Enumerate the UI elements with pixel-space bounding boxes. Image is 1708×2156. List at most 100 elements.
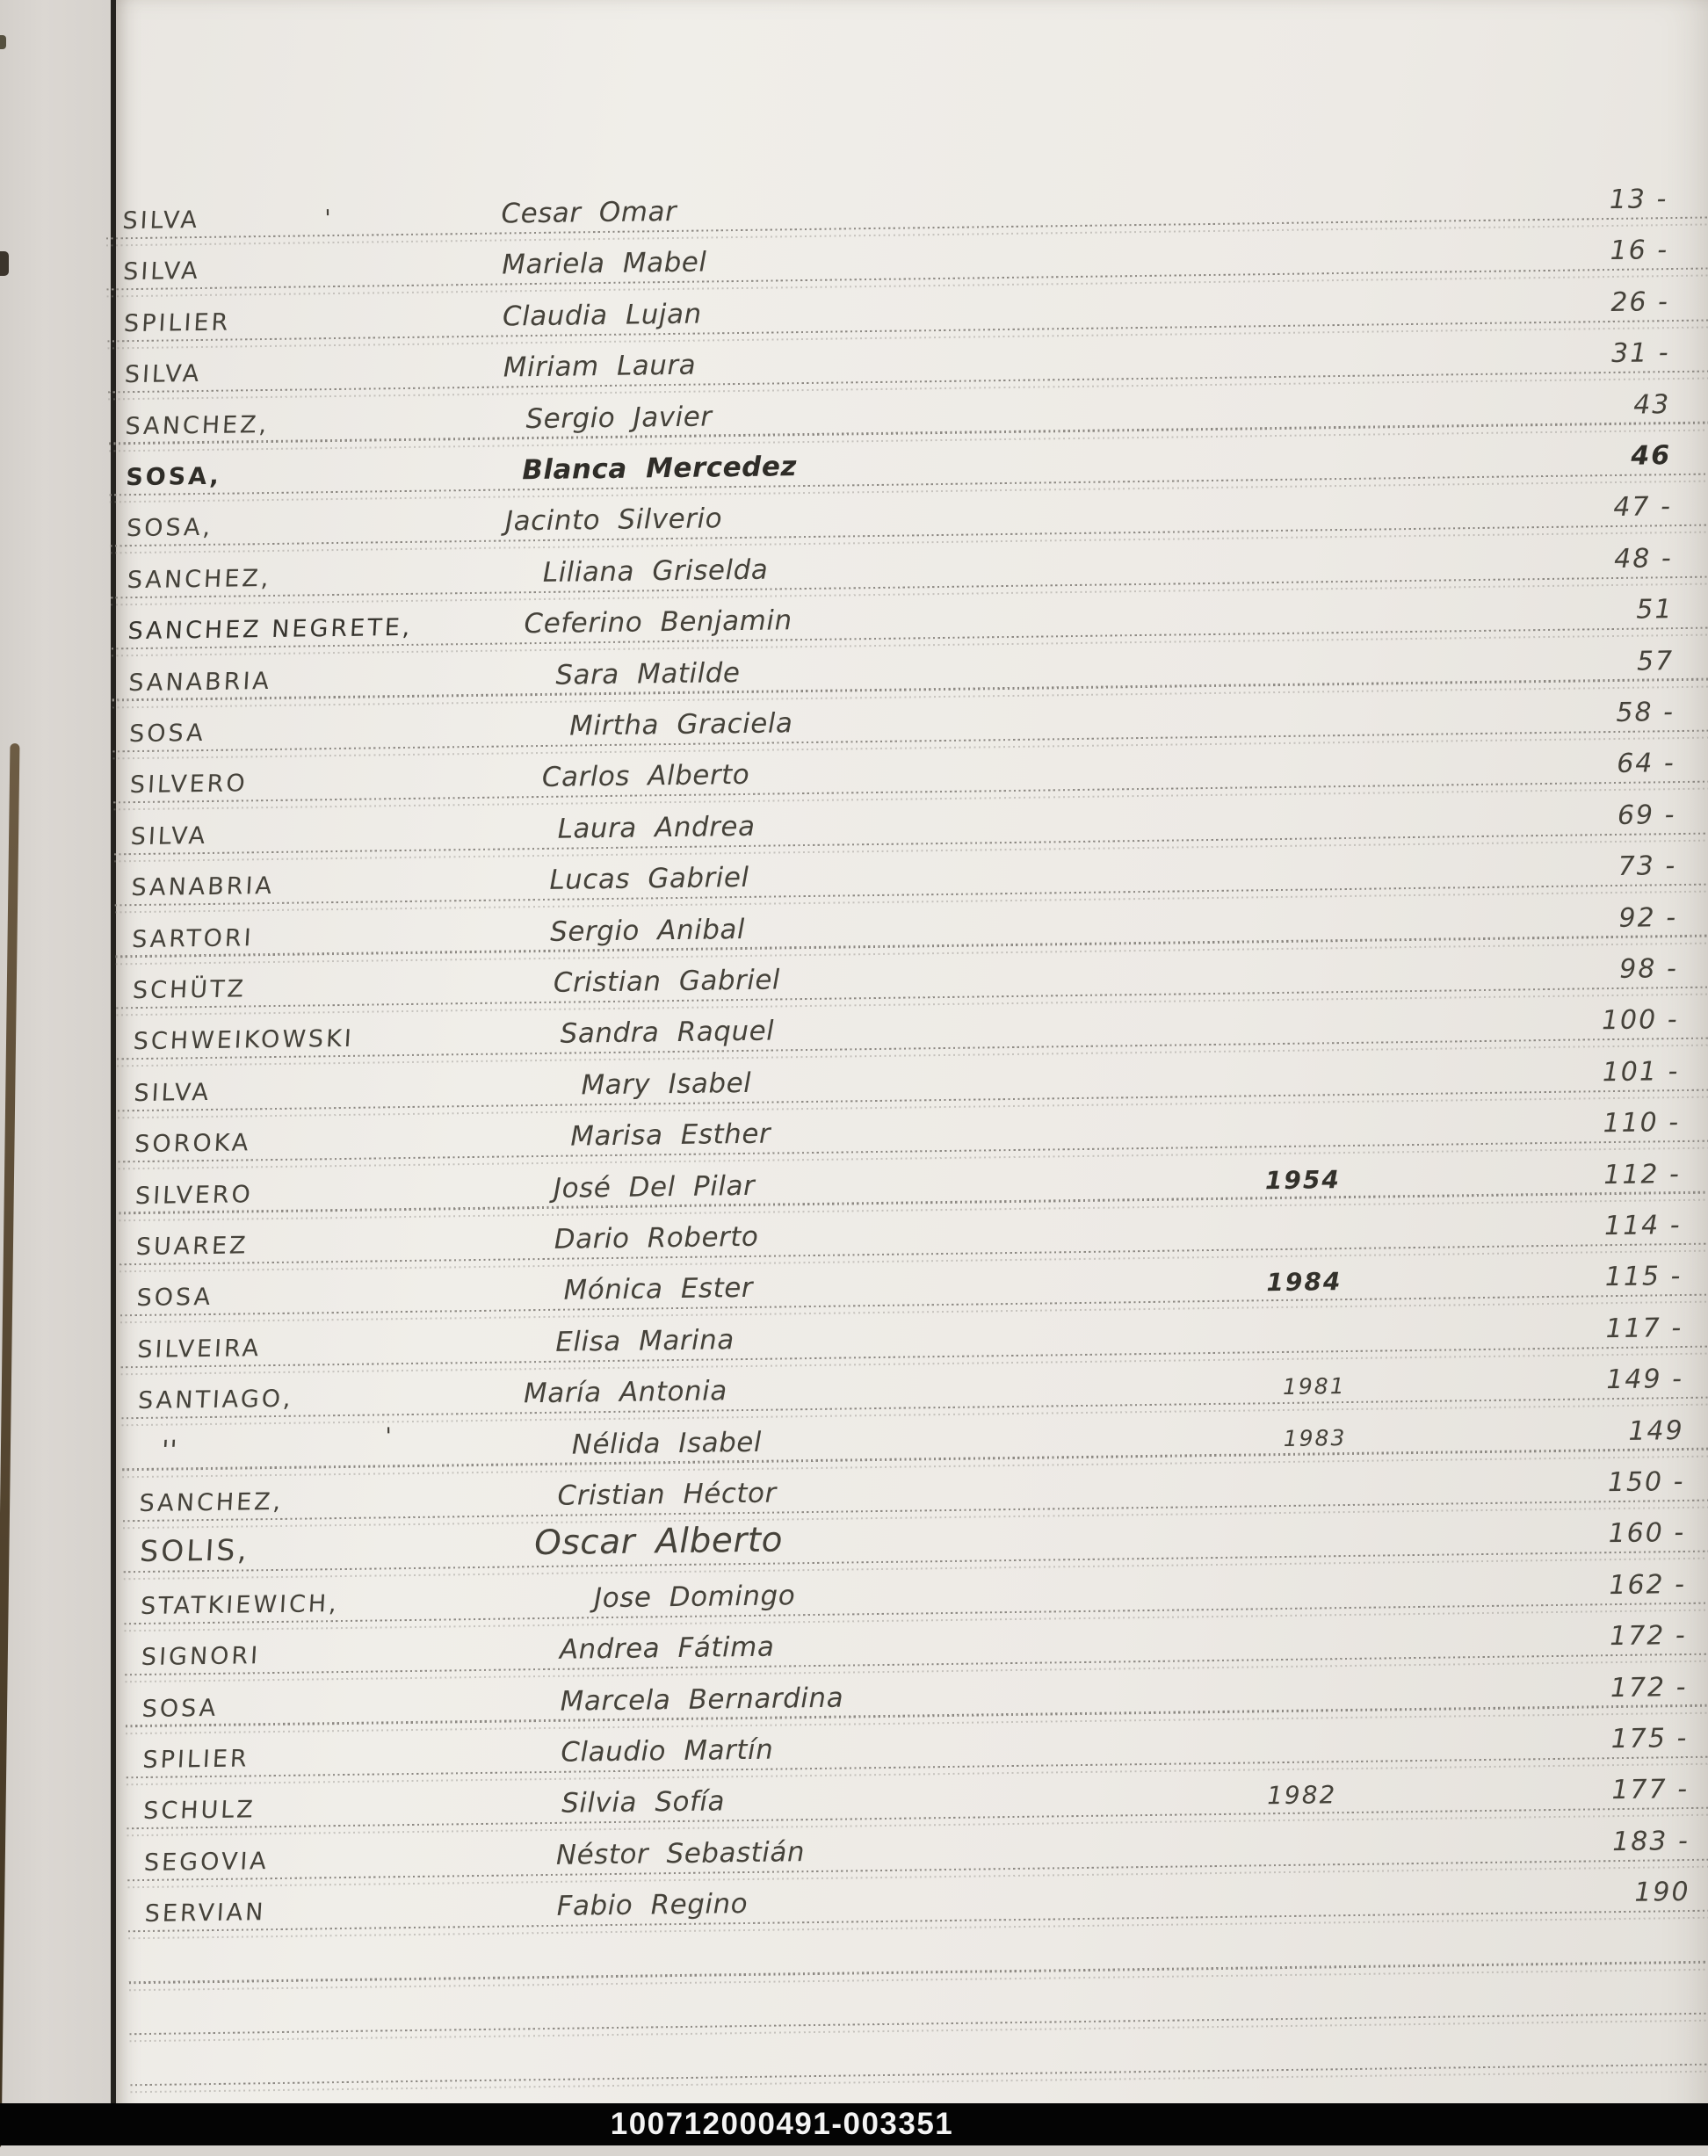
given-names-cell: Mirtha Graciela bbox=[568, 707, 793, 742]
surname-cell: SOSA bbox=[128, 719, 206, 749]
surname-cell: SARTORI bbox=[131, 923, 255, 953]
page-number-cell: 51 bbox=[1636, 594, 1674, 626]
given-names-cell: Miriam Laura bbox=[503, 349, 697, 384]
page-number-cell: 64 - bbox=[1616, 748, 1675, 780]
page-number-cell: 43 bbox=[1632, 388, 1671, 421]
scan-id-caption: 100712000491-003351 bbox=[610, 2107, 954, 2141]
surname-cell: SANABRIA bbox=[130, 872, 275, 902]
surname-cell: SCHULZ bbox=[142, 1796, 257, 1826]
surname-cell: SOLIS, bbox=[139, 1532, 250, 1569]
surname-cell: SANTIAGO, bbox=[137, 1385, 294, 1415]
given-names-cell: Claudio Martín bbox=[561, 1733, 774, 1769]
page-number-cell: 115 - bbox=[1604, 1261, 1683, 1293]
surname-cell: SOSA, bbox=[126, 514, 214, 543]
scan-footer-bar: 100712000491-003351 bbox=[0, 2103, 1708, 2145]
edge-mark bbox=[0, 251, 9, 276]
page-number-cell: 149 - bbox=[1606, 1364, 1684, 1396]
surname-cell: SEGOVIA bbox=[143, 1847, 270, 1877]
page-number-cell: 69 - bbox=[1617, 799, 1676, 831]
surname-cell: '' bbox=[160, 1435, 179, 1466]
surname-cell: SILVA bbox=[123, 360, 203, 389]
page-number-cell: 162 - bbox=[1609, 1568, 1687, 1601]
page-spine-line bbox=[111, 0, 116, 2145]
page-number-cell: 73 - bbox=[1618, 850, 1677, 883]
given-names-cell: Laura Andrea bbox=[557, 810, 756, 845]
page-edge-streak bbox=[0, 742, 20, 2150]
year-cell: 1984 bbox=[1266, 1267, 1343, 1298]
given-names-cell: Silvia Sofía bbox=[561, 1785, 726, 1820]
page-number-cell: 98 - bbox=[1619, 953, 1679, 985]
page-number-cell: 175 - bbox=[1610, 1722, 1689, 1755]
page-number-cell: 160 - bbox=[1608, 1517, 1686, 1550]
given-names-cell: Dario Roberto bbox=[554, 1220, 759, 1255]
page-number-cell: 26 - bbox=[1610, 286, 1670, 318]
page-number-cell: 48 - bbox=[1613, 542, 1673, 575]
surname-cell: SILVA bbox=[122, 257, 201, 286]
surname-cell: SOSA, bbox=[125, 462, 222, 492]
page-number-cell: 149 bbox=[1628, 1414, 1684, 1447]
given-names-cell: Mónica Ester bbox=[563, 1272, 754, 1307]
given-names-cell: Jose Domingo bbox=[593, 1580, 796, 1615]
surname-cell: SANCHEZ NEGRETE, bbox=[127, 614, 414, 646]
page-number-cell: 150 - bbox=[1607, 1466, 1685, 1499]
page-number-cell: 16 - bbox=[1610, 235, 1669, 267]
scanner-margin bbox=[0, 0, 111, 2150]
surname-cell: SILVEIRA bbox=[136, 1334, 263, 1364]
page-number-cell bbox=[1544, 2010, 1691, 2012]
year-cell: 1954 bbox=[1264, 1164, 1342, 1195]
page-number-cell: 57 bbox=[1636, 645, 1675, 677]
given-names-cell: María Antonia bbox=[523, 1375, 727, 1410]
year-cell: 1981 bbox=[1282, 1373, 1346, 1400]
surname-cell: SILVERO bbox=[129, 770, 249, 799]
register-sheet: SILVA ' Cesar Omar 13 - SILVA Mariela Ma… bbox=[103, 0, 1708, 2156]
page-number-cell: 114 - bbox=[1603, 1210, 1682, 1242]
page-number-cell bbox=[1545, 2061, 1692, 2063]
given-names-cell: Fabio Regino bbox=[556, 1888, 749, 1923]
given-names-cell: Sandra Raquel bbox=[560, 1015, 775, 1051]
surname-cell: SILVA bbox=[129, 821, 208, 850]
surname-cell: SANCHEZ, bbox=[124, 410, 271, 440]
given-names-cell: Liliana Griselda bbox=[542, 553, 769, 589]
given-names-cell: Jacinto Silverio bbox=[504, 503, 723, 538]
given-names-cell: Carlos Alberto bbox=[541, 759, 750, 794]
page-number-cell: 112 - bbox=[1603, 1158, 1682, 1190]
page-number-cell: 58 - bbox=[1616, 697, 1675, 728]
surname-cell: SCHÜTZ bbox=[132, 975, 247, 1005]
surname-cell: SPILIER bbox=[123, 308, 232, 337]
given-names-cell: Marisa Esther bbox=[569, 1118, 771, 1153]
given-names-cell: Cristian Héctor bbox=[557, 1477, 777, 1512]
page-number-cell: 172 - bbox=[1609, 1620, 1687, 1653]
tick-mark: ' bbox=[385, 1422, 392, 1450]
given-names-cell: Oscar Alberto bbox=[533, 1520, 784, 1564]
edge-mark-top bbox=[0, 35, 6, 49]
page-number-cell: 117 - bbox=[1605, 1312, 1683, 1344]
page-number-cell: 92 - bbox=[1618, 901, 1678, 934]
given-names-cell: Cesar Omar bbox=[501, 195, 677, 230]
page-number-cell: 46 bbox=[1631, 440, 1672, 472]
page-number-cell: 101 - bbox=[1602, 1055, 1680, 1088]
notebook-page: SILVA ' Cesar Omar 13 - SILVA Mariela Ma… bbox=[116, 0, 1708, 2145]
page-number-cell: 110 - bbox=[1603, 1107, 1681, 1139]
page-number-cell bbox=[1544, 1959, 1691, 1961]
surname-cell: STATKIEWICH, bbox=[140, 1589, 340, 1620]
given-names-cell: Blanca Mercedez bbox=[522, 451, 798, 487]
given-names-cell: José Del Pilar bbox=[553, 1169, 756, 1205]
given-names-cell: Andrea Fátima bbox=[559, 1631, 775, 1666]
page-number-cell: 100 - bbox=[1601, 1004, 1679, 1037]
surname-cell: SIGNORI bbox=[141, 1642, 261, 1672]
given-names-cell: Mariela Mabel bbox=[501, 246, 707, 281]
year-cell: 1983 bbox=[1283, 1424, 1347, 1451]
given-names-cell: Mary Isabel bbox=[581, 1067, 752, 1102]
given-names-cell: Marcela Bernardina bbox=[560, 1682, 844, 1718]
page-number-cell: 172 - bbox=[1610, 1671, 1688, 1704]
surname-cell: SOROKA bbox=[134, 1129, 252, 1159]
surname-cell: SILVA bbox=[121, 206, 200, 235]
page-number-cell: 13 - bbox=[1609, 184, 1668, 216]
page-number-cell: 47 - bbox=[1613, 491, 1673, 524]
surname-cell: SERVIAN bbox=[143, 1899, 267, 1928]
surname-cell: SUAREZ bbox=[134, 1232, 250, 1262]
given-names-cell: Lucas Gabriel bbox=[549, 862, 749, 897]
given-names-cell: Claudia Lujan bbox=[502, 298, 702, 333]
surname-cell: SANCHEZ, bbox=[138, 1487, 285, 1518]
